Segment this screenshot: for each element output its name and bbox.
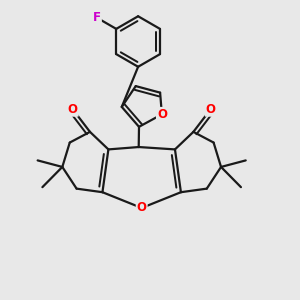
Text: O: O: [68, 103, 78, 116]
Text: O: O: [157, 108, 167, 121]
Text: O: O: [137, 202, 147, 214]
Text: O: O: [206, 103, 216, 116]
Text: F: F: [93, 11, 101, 24]
